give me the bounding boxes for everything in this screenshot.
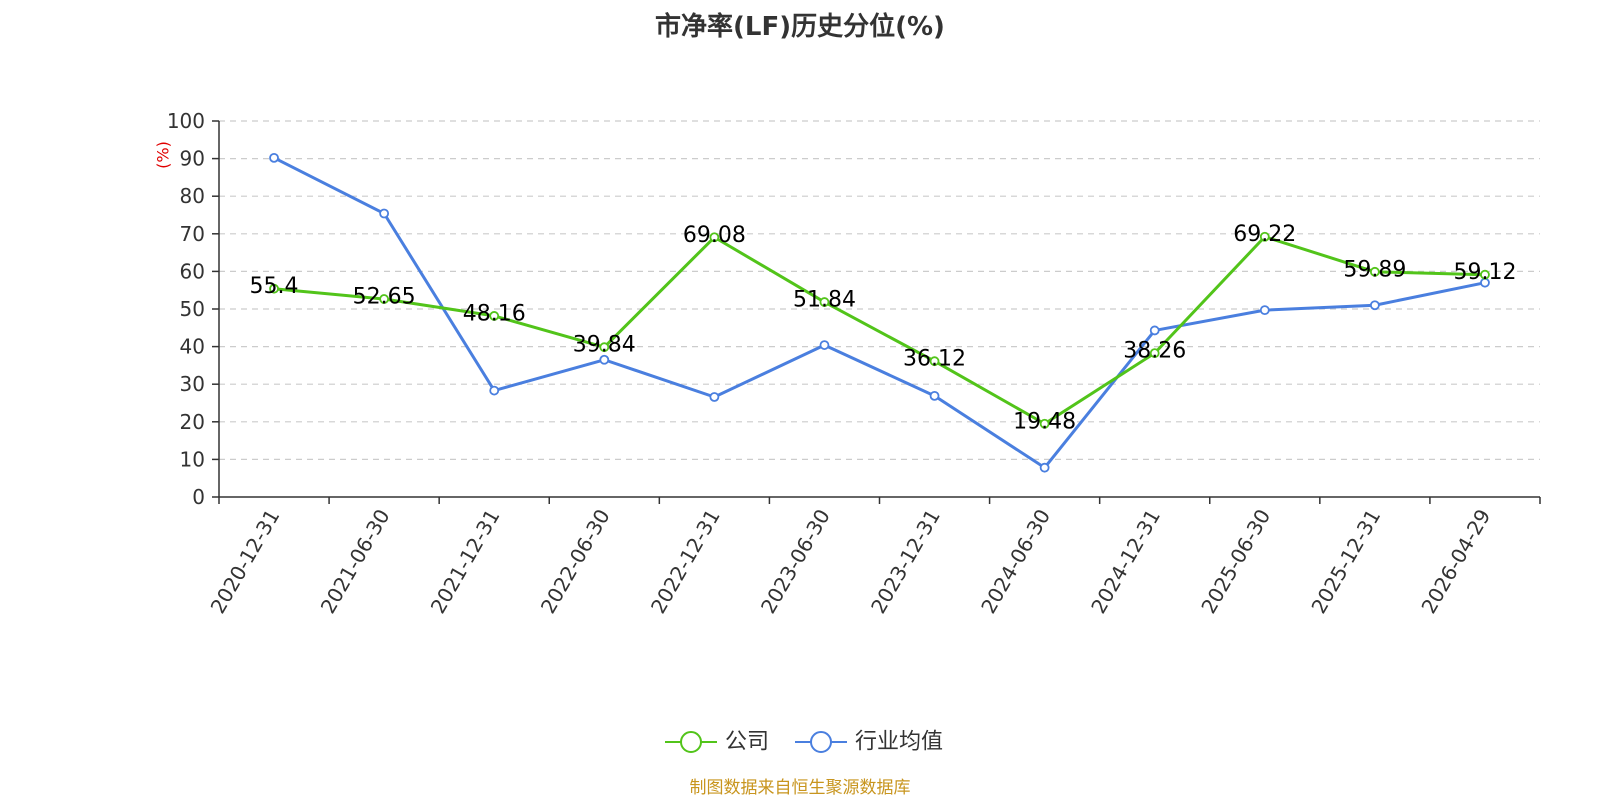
x-tick-label: 2021-06-30 bbox=[316, 505, 395, 618]
data-point bbox=[269, 152, 279, 163]
y-tick-label: 50 bbox=[180, 297, 205, 321]
x-tick-label: 2025-12-31 bbox=[1306, 505, 1385, 618]
data-label: 51.84 bbox=[793, 288, 856, 313]
legend-label: 公司 bbox=[725, 730, 769, 755]
data-point bbox=[1039, 418, 1050, 429]
y-tick-label: 80 bbox=[180, 184, 205, 208]
y-tick-label: 70 bbox=[180, 222, 205, 246]
data-labels: 55.4 52.65 48.16 39.84 69.08 51.84 36.12 19.48 3… bbox=[250, 222, 1517, 434]
data-point bbox=[599, 354, 610, 365]
y-tick-label: 30 bbox=[180, 372, 205, 396]
y-tick-label: 90 bbox=[180, 147, 205, 171]
data-label: 48.16 bbox=[463, 301, 526, 326]
data-point bbox=[819, 340, 830, 350]
data-point bbox=[819, 297, 830, 307]
data-point bbox=[1480, 269, 1490, 280]
data-point bbox=[1369, 300, 1380, 311]
legend[interactable]: 公司 行业均值 bbox=[665, 730, 943, 755]
data-point bbox=[1149, 325, 1160, 336]
data-point bbox=[489, 385, 500, 396]
x-tick-label: 2021-12-31 bbox=[426, 505, 505, 618]
series-line bbox=[273, 235, 1485, 426]
data-point bbox=[1039, 462, 1050, 473]
y-tick-label: 20 bbox=[180, 410, 205, 434]
data-label: 38.26 bbox=[1123, 339, 1186, 364]
data-point bbox=[599, 342, 610, 353]
data-label: 19.48 bbox=[1013, 409, 1076, 434]
x-tick-label: 2025-06-30 bbox=[1196, 505, 1275, 618]
data-label: 36.12 bbox=[903, 347, 966, 372]
x-tick-label: 2024-06-30 bbox=[976, 505, 1055, 618]
data-point bbox=[269, 283, 279, 294]
data-label: 55.4 bbox=[250, 274, 299, 299]
y-tick-label: 40 bbox=[180, 335, 205, 359]
axes: 0 10 20 30 40 50 60 70 80 90 100 2020-12-31 2021-06-… bbox=[167, 109, 1541, 618]
series-lines bbox=[269, 152, 1490, 473]
data-point bbox=[1259, 231, 1270, 242]
legend-marker bbox=[680, 731, 702, 753]
data-point bbox=[1369, 266, 1380, 277]
legend-marker bbox=[810, 731, 832, 753]
y-tick-label: 10 bbox=[180, 447, 205, 471]
x-tick-label: 2022-06-30 bbox=[536, 505, 615, 618]
y-tick-label: 100 bbox=[167, 109, 205, 133]
y-tick-label: 60 bbox=[180, 259, 205, 283]
x-tick-label: 2024-12-31 bbox=[1086, 505, 1165, 618]
y-axis-label: (%) bbox=[154, 141, 173, 169]
data-point bbox=[929, 390, 940, 401]
data-label: 59.89 bbox=[1343, 257, 1406, 282]
x-tick-label: 2022-12-31 bbox=[646, 505, 725, 618]
data-point bbox=[709, 392, 720, 402]
data-point bbox=[379, 208, 390, 219]
data-label: 52.65 bbox=[353, 285, 416, 310]
x-tick-label: 2020-12-31 bbox=[206, 505, 285, 618]
data-point bbox=[379, 294, 390, 304]
data-point bbox=[1259, 305, 1270, 316]
data-label: 69.22 bbox=[1233, 222, 1296, 247]
data-label: 69.08 bbox=[683, 223, 746, 248]
y-tick-label: 0 bbox=[192, 485, 205, 509]
data-label: 39.84 bbox=[573, 333, 636, 358]
data-point bbox=[929, 356, 940, 367]
chart-title: 市净率(LF)历史分位(%) bbox=[655, 12, 945, 42]
x-tick-label: 2023-12-31 bbox=[866, 505, 945, 618]
grid-lines bbox=[219, 120, 1540, 460]
series-line bbox=[273, 156, 1486, 470]
data-label: 59.12 bbox=[1453, 260, 1516, 285]
source-note: 制图数据来自恒生聚源数据库 bbox=[689, 778, 911, 798]
data-point bbox=[709, 232, 720, 243]
legend-label: 行业均值 bbox=[855, 730, 943, 755]
x-tick-label: 2026-04-29 bbox=[1416, 505, 1495, 618]
data-point bbox=[489, 311, 500, 321]
x-tick-label: 2023-06-30 bbox=[756, 505, 835, 618]
data-point bbox=[1149, 348, 1160, 359]
